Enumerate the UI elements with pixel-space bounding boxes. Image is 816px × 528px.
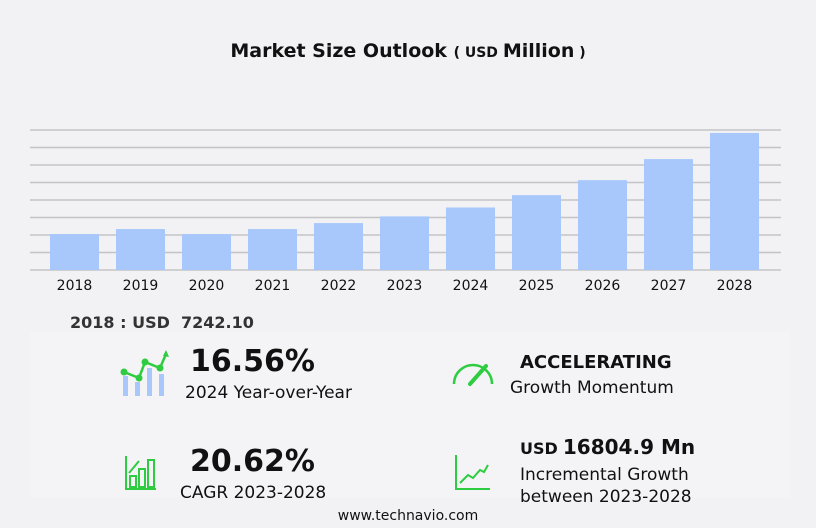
kpi-panel bbox=[30, 332, 790, 497]
x-tick-label: 2021 bbox=[255, 278, 291, 294]
x-tick-label: 2026 bbox=[585, 278, 621, 294]
unit-prefix: USD bbox=[464, 45, 498, 61]
x-tick-label: 2028 bbox=[717, 278, 753, 294]
incremental-prefix: USD bbox=[520, 439, 558, 458]
cagr-value: 20.62% bbox=[190, 444, 315, 479]
bar-2019 bbox=[116, 229, 165, 270]
x-tick-label: 2023 bbox=[387, 278, 423, 294]
unit-label: Million bbox=[502, 40, 575, 62]
momentum-value: ACCELERATING bbox=[520, 352, 672, 373]
yoy-value: 16.56% bbox=[190, 344, 315, 379]
bar-2020 bbox=[182, 234, 231, 270]
title-unit: ( USD Million ) bbox=[453, 40, 586, 62]
bar-2023 bbox=[380, 216, 429, 270]
x-tick-label: 2018 bbox=[57, 278, 93, 294]
bar-2028 bbox=[710, 132, 759, 270]
growth-chart-icon bbox=[120, 350, 169, 396]
x-tick-label: 2022 bbox=[321, 278, 357, 294]
incremental-label: Incremental Growth bbox=[520, 465, 689, 485]
momentum-label: Growth Momentum bbox=[510, 378, 674, 398]
bar-2022 bbox=[314, 223, 363, 270]
x-tick-label: 2025 bbox=[519, 278, 555, 294]
bar-2024 bbox=[446, 207, 495, 270]
cagr-bars-icon bbox=[125, 456, 156, 490]
base-year-value: 2018 : USD 7242.10 bbox=[70, 313, 254, 332]
speedometer-icon bbox=[452, 363, 494, 386]
bar-2027 bbox=[644, 159, 693, 270]
bar-chart: 2018 2019 2020 2021 2022 2023 2024 2025 2026 2027… bbox=[30, 129, 781, 294]
cagr-label: CAGR 2023-2028 bbox=[180, 483, 327, 503]
trend-line-icon bbox=[455, 455, 490, 490]
x-tick-label: 2019 bbox=[123, 278, 159, 294]
incremental-period: between 2023-2028 bbox=[520, 487, 692, 507]
bar-2021 bbox=[248, 229, 297, 270]
base-year-label: 2018 : USD bbox=[70, 313, 170, 332]
bar-2026 bbox=[578, 180, 627, 270]
incremental-value: USD 16804.9 Mn bbox=[520, 435, 695, 459]
bar-2025 bbox=[512, 195, 561, 270]
title-text: Market Size Outlook bbox=[230, 40, 447, 62]
incremental-number: 16804.9 Mn bbox=[562, 435, 696, 459]
bar-2018 bbox=[50, 234, 99, 270]
footer-url: www.technavio.com bbox=[337, 508, 479, 524]
yoy-label: 2024 Year-over-Year bbox=[185, 383, 352, 403]
base-year-number: 7242.10 bbox=[181, 313, 254, 332]
chart-title: Market Size Outlook ( USD Million ) bbox=[0, 40, 816, 62]
x-tick-label: 2024 bbox=[453, 278, 489, 294]
x-tick-label: 2027 bbox=[651, 278, 687, 294]
x-tick-label: 2020 bbox=[189, 278, 225, 294]
